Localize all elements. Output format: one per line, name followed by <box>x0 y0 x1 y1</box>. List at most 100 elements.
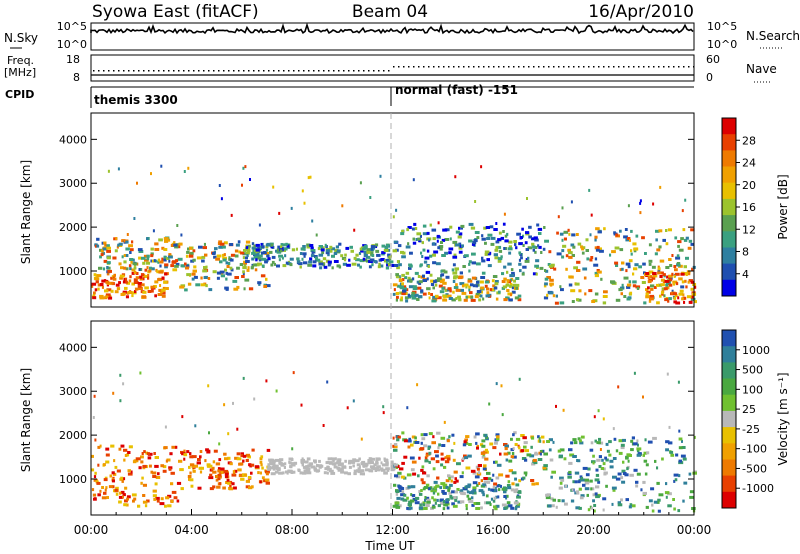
data-cell <box>651 265 656 269</box>
data-cell <box>154 456 159 459</box>
nave-point <box>518 66 520 68</box>
data-cell <box>659 294 662 298</box>
data-cell <box>633 468 638 472</box>
data-cell <box>401 475 405 479</box>
data-cell <box>621 480 626 484</box>
data-cell <box>418 506 423 510</box>
nave-point <box>103 70 105 72</box>
data-cell <box>497 257 503 261</box>
data-cell <box>243 287 246 291</box>
data-cell <box>622 460 625 464</box>
data-cell <box>658 283 663 287</box>
data-cell <box>680 285 685 289</box>
data-cell <box>618 439 624 443</box>
data-cell <box>411 494 415 498</box>
data-cell <box>588 289 593 293</box>
data-cell <box>582 466 588 470</box>
data-cell <box>148 269 152 273</box>
data-cell <box>405 271 410 275</box>
x-tick-label: 12:00 <box>375 523 410 537</box>
data-cell <box>161 257 164 261</box>
data-cell <box>472 471 477 475</box>
data-cell <box>385 260 388 264</box>
data-cell <box>271 461 276 465</box>
nave-point <box>348 70 350 72</box>
data-cell <box>517 444 520 448</box>
data-cell <box>623 235 628 239</box>
data-cell <box>663 287 668 291</box>
data-cell <box>596 441 601 445</box>
data-cell <box>120 444 125 448</box>
data-cell <box>487 480 491 484</box>
nave-point <box>93 70 95 72</box>
data-cell <box>453 470 458 474</box>
data-cell <box>625 269 628 273</box>
data-cell <box>584 481 590 485</box>
data-cell <box>370 247 374 251</box>
data-cell <box>279 249 283 253</box>
data-cell <box>453 441 456 445</box>
data-cell <box>621 469 626 473</box>
data-cell <box>459 282 465 286</box>
data-cell <box>219 482 222 486</box>
data-cell <box>507 262 512 266</box>
nave-point <box>398 66 400 68</box>
nave-point <box>688 66 690 68</box>
data-cell <box>469 283 474 287</box>
data-cell <box>497 238 502 242</box>
data-cell <box>198 466 202 470</box>
data-cell <box>106 244 110 248</box>
data-cell <box>305 470 310 474</box>
data-cell <box>535 482 539 486</box>
nave-point <box>483 66 485 68</box>
data-cell <box>202 269 208 273</box>
data-cell <box>645 272 650 275</box>
data-cell <box>549 458 554 462</box>
nave-point <box>448 66 450 68</box>
data-cell <box>443 270 448 274</box>
data-cell <box>150 172 152 176</box>
nave-point <box>268 70 270 72</box>
nave-point <box>353 70 355 72</box>
data-cell <box>212 270 217 274</box>
data-cell <box>544 277 549 281</box>
data-cell <box>376 253 381 257</box>
data-cell <box>561 206 564 210</box>
data-cell <box>635 285 641 289</box>
data-cell <box>99 255 102 259</box>
data-cell <box>551 470 556 474</box>
data-cell <box>563 237 567 241</box>
data-cell <box>415 238 418 241</box>
data-cell <box>420 289 424 293</box>
data-cell <box>300 461 303 465</box>
data-cell <box>463 298 468 302</box>
nave-point <box>468 66 470 68</box>
data-cell <box>429 486 433 490</box>
data-cell <box>296 257 300 261</box>
data-cell <box>411 277 415 281</box>
data-cell <box>677 240 682 244</box>
data-cell <box>164 272 168 276</box>
data-cell <box>119 373 122 377</box>
data-cell <box>622 438 626 442</box>
data-cell <box>683 296 687 300</box>
data-cell <box>478 298 482 302</box>
data-cell <box>255 248 260 252</box>
data-cell <box>118 495 124 499</box>
data-cell <box>232 279 238 283</box>
data-cell <box>99 294 104 298</box>
data-cell <box>561 255 565 259</box>
data-cell <box>143 254 149 258</box>
data-cell <box>422 503 426 507</box>
data-cell <box>512 447 515 451</box>
data-cell <box>91 468 95 472</box>
data-cell <box>561 499 565 503</box>
data-cell <box>665 242 669 246</box>
data-cell <box>665 482 668 486</box>
data-cell <box>216 254 222 258</box>
data-cell <box>236 452 240 456</box>
data-cell <box>503 507 507 510</box>
data-cell <box>538 245 542 249</box>
data-cell <box>154 482 158 486</box>
data-cell <box>296 247 298 251</box>
